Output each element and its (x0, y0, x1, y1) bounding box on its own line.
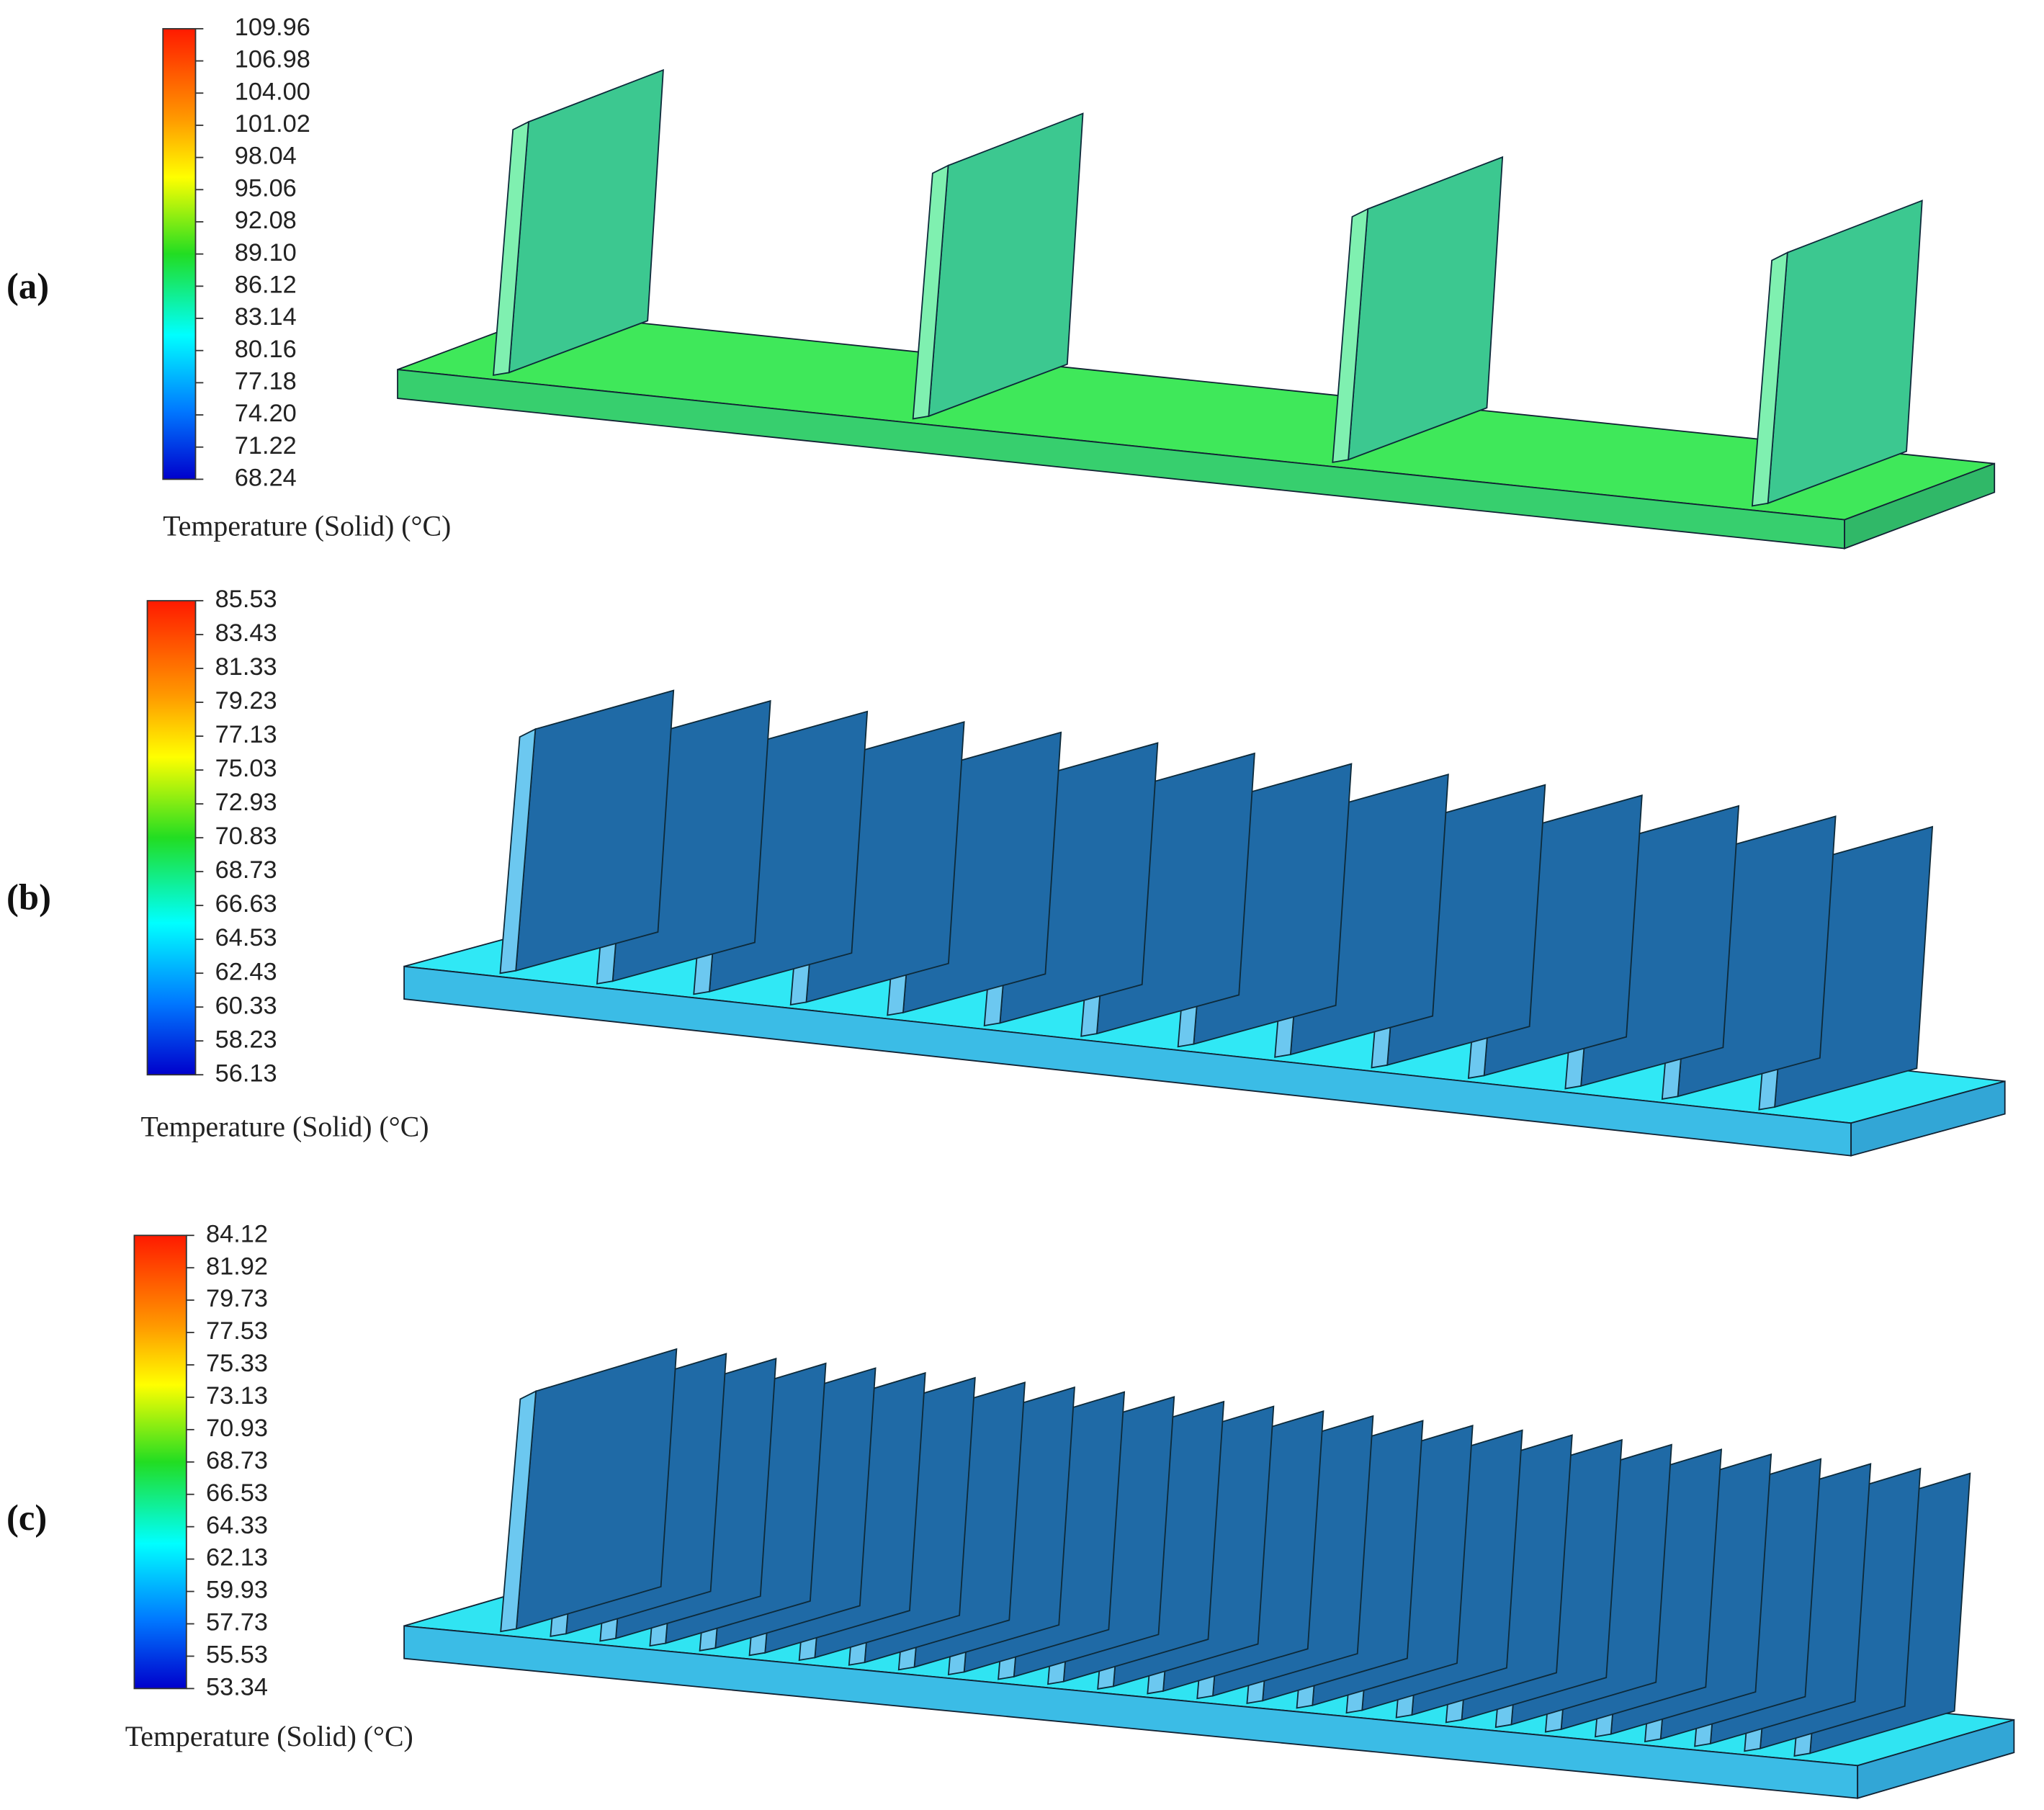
base-side (1844, 462, 1996, 550)
tick-label: 77.53 (206, 1317, 268, 1345)
panel: (b) 85.53 83.43 81.33 79.23 77.13 75.03 72.93 70… (6, 586, 2006, 1157)
color-bar (162, 27, 197, 480)
tick-label: 80.16 (235, 336, 297, 363)
tick-label: 56.13 (215, 1059, 277, 1087)
panel-label: (c) (6, 1497, 47, 1538)
tick-label: 75.33 (206, 1350, 268, 1377)
fin-edge (1751, 251, 1788, 507)
tick-label: 64.53 (215, 924, 277, 951)
fin-edge (499, 727, 537, 975)
tick-label: 66.63 (215, 890, 277, 918)
tick-label: 60.33 (215, 992, 277, 1019)
panel: (a) 109.96 106.98 104.00 101.02 98.04 95.06 92.… (6, 14, 1996, 550)
tick-label: 64.33 (206, 1512, 268, 1539)
fin-face (515, 689, 675, 972)
tick-label: 70.93 (206, 1415, 268, 1442)
legend-title: Temperature (Solid) (°C) (125, 1720, 413, 1752)
tick-label: 109.96 (235, 14, 310, 41)
base-side (1850, 1080, 2006, 1157)
tick-label: 73.13 (206, 1382, 268, 1410)
tick-label: 101.02 (235, 110, 310, 138)
tick-label: 77.18 (235, 367, 297, 395)
tick-label: 68.73 (206, 1447, 268, 1474)
tick-label: 74.20 (235, 400, 297, 427)
base-side (1857, 1719, 2015, 1799)
panel-label: (a) (6, 266, 49, 306)
color-bar (133, 1235, 187, 1690)
tick-label: 104.00 (235, 78, 310, 105)
tick-label: 57.73 (206, 1609, 268, 1636)
tick-label: 81.92 (206, 1253, 268, 1280)
tick-label: 86.12 (235, 271, 297, 298)
fin-face (515, 1348, 678, 1630)
tick-label: 55.53 (206, 1641, 268, 1669)
fin-edge (912, 164, 949, 420)
tick-label: 77.13 (215, 721, 277, 748)
panel: (c) 84.12 81.92 79.73 77.53 75.33 73.13 70.93 68… (6, 1220, 2015, 1799)
tick-label: 71.22 (235, 432, 297, 460)
fin-edge (493, 120, 529, 376)
tick-label: 75.03 (215, 755, 277, 782)
tick-label: 62.13 (206, 1544, 268, 1572)
tick-label: 79.23 (215, 687, 277, 714)
tick-label: 58.23 (215, 1026, 277, 1053)
tick-label: 81.33 (215, 653, 277, 681)
tick-label: 83.43 (215, 619, 277, 647)
legend-title: Temperature (Solid) (°C) (140, 1110, 429, 1142)
tick-label: 72.93 (215, 789, 277, 816)
tick-label: 68.24 (235, 464, 297, 491)
legend-title: Temperature (Solid) (°C) (163, 509, 451, 542)
tick-label: 62.43 (215, 958, 277, 985)
tick-label: 85.53 (215, 586, 277, 613)
fin-edge (1332, 207, 1369, 463)
tick-label: 59.93 (206, 1577, 268, 1604)
tick-label: 84.12 (206, 1220, 268, 1247)
tick-label: 70.83 (215, 823, 277, 850)
fin-edge (500, 1389, 537, 1633)
color-bar (146, 600, 197, 1076)
tick-label: 68.73 (215, 856, 277, 884)
tick-label: 66.53 (206, 1479, 268, 1507)
tick-label: 89.10 (235, 239, 297, 266)
tick-label: 98.04 (235, 143, 297, 170)
tick-label: 92.08 (235, 207, 297, 234)
tick-label: 95.06 (235, 174, 297, 202)
panel-label: (b) (6, 877, 51, 918)
tick-label: 53.34 (206, 1673, 268, 1701)
tick-label: 106.98 (235, 46, 310, 73)
tick-label: 83.14 (235, 303, 297, 331)
tick-label: 79.73 (206, 1285, 268, 1312)
